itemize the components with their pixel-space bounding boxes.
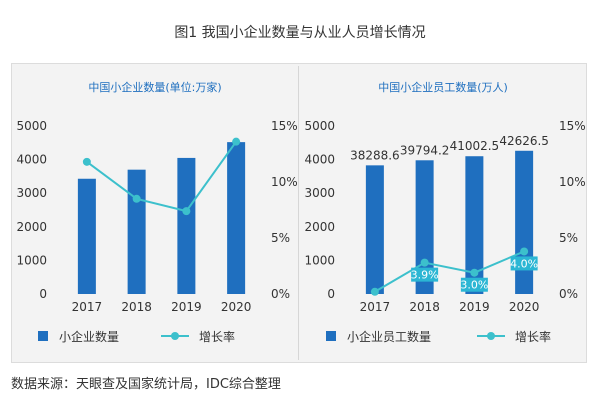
growth-data-label: 3.9% [411,269,439,282]
bar-2017 [77,178,96,294]
x-tick-label: 2017 [360,300,391,314]
bar-2019 [465,156,484,294]
x-tick-label: 2020 [221,300,252,314]
y-left-tick-label: 1000 [16,253,47,267]
growth-label-box [460,277,488,292]
bar-data-label: 42626.5 [499,134,549,148]
bar-data-label: 38288.6 [350,148,400,162]
growth-data-label: 4.0% [510,257,538,270]
growth-rate-point-2018 [132,194,141,203]
y-left-tick-label: 2000 [304,220,335,234]
x-tick-label: 2018 [121,300,152,314]
growth-rate-point-2020 [520,247,529,256]
growth-rate-point-2017 [370,287,379,296]
y-right-tick-label: 0% [559,287,578,301]
legend-line-marker [487,332,495,340]
chart-employee-count: 中国小企业员工数量(万人) 0 1000 2000 3000 4000 5000 0% 5% 10… [304,80,586,344]
legend-bar-swatch [326,331,336,341]
x-tick-label: 2018 [409,300,440,314]
y-left-tick-label: 1000 [304,253,335,267]
chart-title: 中国小企业数量(单位:万家) [88,80,221,94]
y-left-tick-label: 4000 [304,153,335,167]
y-left-tick-label: 5000 [16,119,47,133]
bar-2018 [415,160,434,294]
legend-bar-label: 小企业数量 [59,329,119,344]
chart-company-count: 中国小企业数量(单位:万家) 0 1000 2000 3000 4000 5000 0% 5% 1… [16,80,298,344]
bar-2020 [515,150,534,294]
chart-panels-background [11,63,587,363]
growth-label-box [411,267,439,282]
y-left-tick-label: 2000 [16,220,47,234]
x-tick-label: 2020 [509,300,540,314]
legend-line-label: 增长率 [199,329,235,344]
x-tick-label: 2019 [171,300,202,314]
x-tick-label: 2017 [72,300,103,314]
y-right-tick-label: 10% [559,175,586,189]
growth-data-label: 3.0% [460,279,488,292]
panel-divider [298,66,299,360]
y-right-tick-label: 0% [271,287,290,301]
y-left-tick-label: 3000 [304,186,335,200]
y-right-tick-label: 10% [271,175,298,189]
bar-2020 [227,142,246,294]
bar-data-label: 41002.5 [450,139,500,153]
growth-rate-point-2019 [470,268,479,277]
source-note: 数据来源：天眼查及国家统计局，IDC综合整理 [11,377,281,392]
legend-bar-swatch [38,331,48,341]
figure-title: 图1 我国小企业数量与从业人员增长情况 [174,25,426,41]
bar-2017 [365,165,384,294]
growth-rate-point-2019 [182,207,191,216]
growth-rate-point-2018 [420,258,429,267]
legend-line-label: 增长率 [515,329,551,344]
y-left-tick-label: 4000 [16,153,47,167]
y-left-tick-label: 0 [39,287,47,301]
bar-2019 [177,157,196,294]
growth-rate-point-2020 [232,137,241,146]
bar-2018 [127,169,146,294]
growth-rate-line [374,250,525,293]
legend-bar-label: 小企业员工数量 [347,329,431,344]
chart-title: 中国小企业员工数量(万人) [378,80,508,94]
y-right-tick-label: 15% [559,119,586,133]
legend-line-marker [171,332,179,340]
growth-rate-line [86,141,237,213]
growth-label-box [510,256,538,271]
y-left-tick-label: 5000 [304,119,335,133]
y-right-tick-label: 15% [271,119,298,133]
y-right-tick-label: 5% [271,231,290,245]
y-left-tick-label: 0 [327,287,335,301]
x-tick-label: 2019 [459,300,490,314]
y-right-tick-label: 5% [559,231,578,245]
y-left-tick-label: 3000 [16,186,47,200]
growth-rate-point-2017 [82,157,91,166]
bar-data-label: 39794.2 [400,143,450,157]
